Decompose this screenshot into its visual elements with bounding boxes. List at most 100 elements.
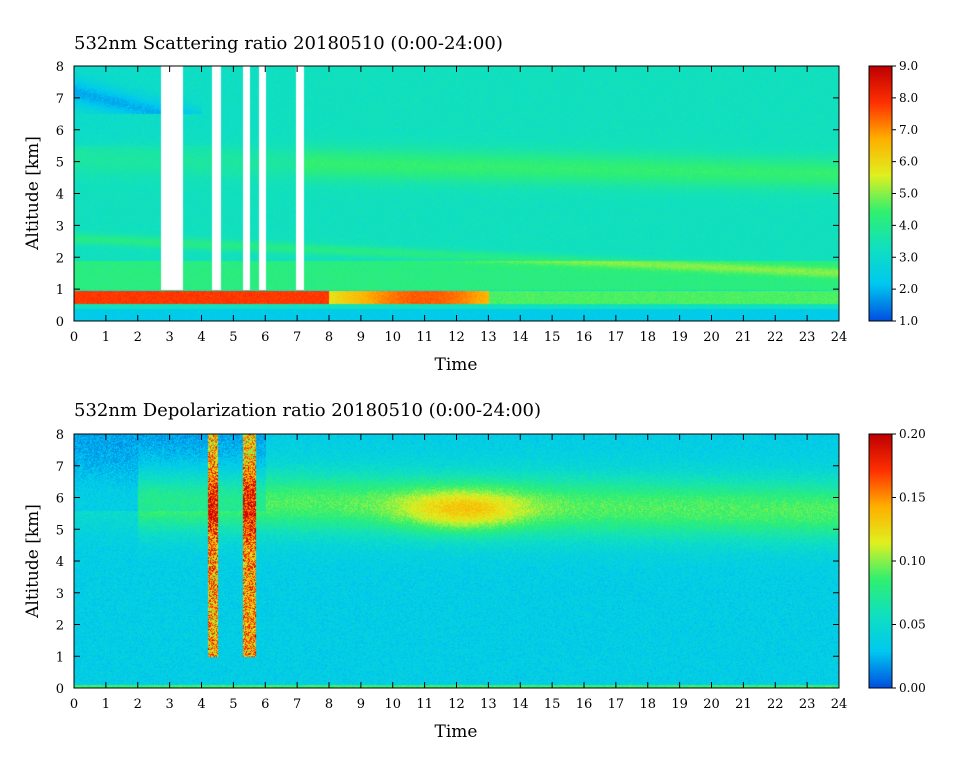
y-tick-label: 1: [56, 650, 64, 665]
colorbar-ticks: 1.0 2.0 3.0 4.0 5.0 6.0 7.0 8.0 9.0: [892, 59, 918, 328]
y-tick-label: 7: [56, 92, 64, 107]
x-tick-label: 16: [576, 697, 593, 712]
x-axis-label: Time: [435, 722, 478, 742]
x-tick-label: 17: [608, 330, 625, 345]
scattering-ratio-panel: 532nm Scattering ratio 20180510 (0:00-24…: [23, 33, 918, 375]
x-tick-label: 21: [735, 330, 752, 345]
y-tick-label: 0: [56, 315, 64, 330]
y-tick-label: 1: [56, 283, 64, 298]
y-axis-label: Altitude [km]: [23, 504, 43, 619]
x-tick-label: 7: [293, 697, 301, 712]
x-tick-label: 6: [261, 330, 269, 345]
colorbar-tick-label: 4.0: [899, 218, 918, 232]
x-tick-label: 6: [261, 697, 269, 712]
y-tick-label: 4: [56, 188, 64, 203]
x-tick-label: 24: [831, 697, 848, 712]
x-tick-label: 2: [134, 697, 142, 712]
x-tick-label: 9: [357, 697, 365, 712]
x-tick-label: 23: [799, 330, 816, 345]
colorbar-tick-label: 1.0: [899, 314, 918, 328]
y-tick-label: 0: [56, 682, 64, 697]
y-axis-label: Altitude [km]: [23, 136, 43, 251]
x-tick-label: 11: [416, 697, 433, 712]
y-tick-label: 2: [56, 619, 64, 634]
y-tick-label: 8: [56, 428, 64, 443]
colorbar-tick-label: 6.0: [899, 155, 918, 169]
y-tick-label: 4: [56, 555, 64, 570]
x-tick-label: 14: [512, 330, 529, 345]
colorbar-tick-label: 0.20: [899, 427, 926, 441]
y-tick-label: 6: [56, 492, 64, 507]
x-tick-label: 20: [703, 330, 720, 345]
colorbar-image: [869, 66, 892, 321]
y-tick-label: 5: [56, 523, 64, 538]
colorbar-tick-label: 0.15: [899, 491, 926, 505]
heatmap-image: [74, 66, 839, 321]
colorbar-tick-label: 2.0: [899, 282, 918, 296]
x-tick-label: 16: [576, 330, 593, 345]
x-tick-label: 13: [480, 697, 497, 712]
axes: 0 1 2 3 4 5 6 7 8 9 10 11 12 13 14 15 16 17 18 19 20 21 22 23 24…: [56, 428, 848, 712]
x-tick-label: 0: [70, 330, 78, 345]
x-tick-label: 20: [703, 697, 720, 712]
colorbar-tick-label: 9.0: [899, 59, 918, 73]
x-tick-label: 19: [671, 330, 688, 345]
x-tick-label: 1: [102, 697, 110, 712]
heatmap-image: [74, 434, 839, 688]
y-tick-label: 3: [56, 219, 64, 234]
x-tick-label: 19: [671, 697, 688, 712]
x-tick-label: 14: [512, 697, 529, 712]
x-tick-label: 5: [229, 697, 237, 712]
x-tick-label: 12: [448, 697, 465, 712]
x-tick-label: 9: [357, 330, 365, 345]
x-tick-label: 5: [229, 330, 237, 345]
colorbar-tick-label: 5.0: [899, 187, 918, 201]
x-tick-label: 3: [165, 330, 173, 345]
x-tick-label: 22: [767, 697, 784, 712]
x-tick-label: 24: [831, 330, 848, 345]
y-tick-label: 6: [56, 124, 64, 139]
x-tick-label: 15: [544, 330, 561, 345]
y-tick-label: 8: [56, 60, 64, 75]
x-tick-label: 18: [639, 697, 656, 712]
x-tick-label: 12: [448, 330, 465, 345]
x-tick-label: 1: [102, 330, 110, 345]
colorbar-tick-label: 0.00: [899, 681, 926, 695]
colorbar-tick-label: 7.0: [899, 123, 918, 137]
depolarization-ratio-panel: 532nm Depolarization ratio 20180510 (0:0…: [23, 400, 926, 742]
x-tick-label: 4: [197, 697, 205, 712]
x-tick-label: 13: [480, 330, 497, 345]
x-tick-label: 21: [735, 697, 752, 712]
x-tick-label: 10: [384, 330, 401, 345]
x-tick-label: 15: [544, 697, 561, 712]
colorbar: 1.0 2.0 3.0 4.0 5.0 6.0 7.0 8.0 9.0: [868, 59, 918, 328]
heatmap-plot-area: [73, 65, 840, 322]
x-tick-label: 11: [416, 330, 433, 345]
colorbar-ticks: 0.00 0.05 0.10 0.15 0.20: [892, 427, 926, 695]
chart-title: 532nm Depolarization ratio 20180510 (0:0…: [74, 400, 541, 421]
y-tick-label: 7: [56, 460, 64, 475]
x-tick-label: 0: [70, 697, 78, 712]
colorbar-tick-label: 0.05: [899, 618, 926, 632]
heatmap-plot-area: [73, 433, 840, 689]
y-tick-label: 3: [56, 587, 64, 602]
colorbar-tick-label: 8.0: [899, 91, 918, 105]
x-tick-label: 17: [608, 697, 625, 712]
x-tick-label: 10: [384, 697, 401, 712]
x-tick-label: 23: [799, 697, 816, 712]
colorbar-image: [869, 434, 892, 688]
x-tick-label: 22: [767, 330, 784, 345]
x-tick-label: 8: [325, 697, 333, 712]
x-tick-label: 18: [639, 330, 656, 345]
x-tick-label: 2: [134, 330, 142, 345]
x-axis-label: Time: [435, 355, 478, 375]
x-tick-label: 3: [165, 697, 173, 712]
x-tick-label: 8: [325, 330, 333, 345]
y-tick-label: 2: [56, 251, 64, 266]
axes: 0 1 2 3 4 5 6 7 8 9 10 11 12 13 14 15 16 17 18 19 20 21 22 23 24…: [56, 60, 848, 345]
y-tick-label: 5: [56, 156, 64, 171]
colorbar-tick-label: 0.10: [899, 554, 926, 568]
x-tick-label: 7: [293, 330, 301, 345]
colorbar-tick-label: 3.0: [899, 250, 918, 264]
